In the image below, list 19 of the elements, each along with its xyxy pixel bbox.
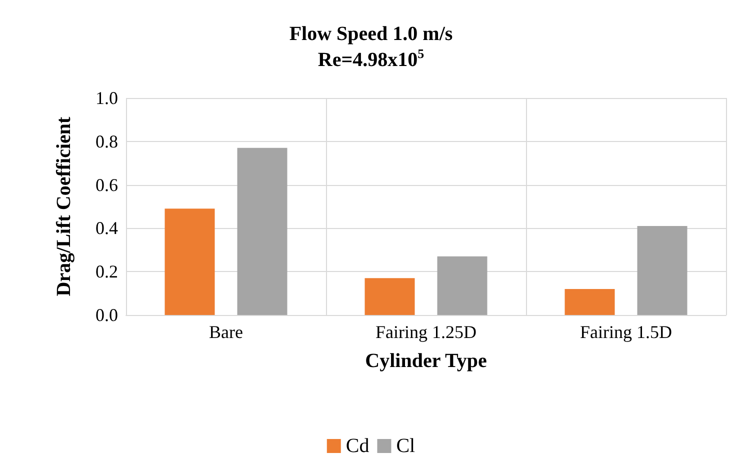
y-tick-label: 0.4 (96, 218, 118, 238)
y-axis-title: Drag/Lift Coefficient (53, 116, 75, 296)
bar (237, 148, 288, 315)
x-tick-label: Fairing 1.5D (580, 322, 672, 342)
bar (437, 256, 488, 315)
bar (564, 288, 615, 315)
y-tick-label: 0.6 (96, 174, 118, 195)
legend-label: Cd (346, 435, 370, 457)
y-tick-label: 0.0 (96, 305, 118, 325)
bar (164, 208, 215, 315)
legend-label: Cl (396, 435, 416, 457)
bar (637, 226, 688, 315)
y-tick-label: 1.0 (96, 88, 118, 108)
y-tick-label: 0.8 (96, 131, 118, 152)
y-tick-label: 0.2 (96, 262, 118, 282)
x-tick-label: Fairing 1.25D (376, 322, 476, 342)
x-tick-label: Bare (209, 322, 243, 342)
x-axis-title: Cylinder Type (365, 350, 487, 372)
bar (364, 278, 415, 315)
